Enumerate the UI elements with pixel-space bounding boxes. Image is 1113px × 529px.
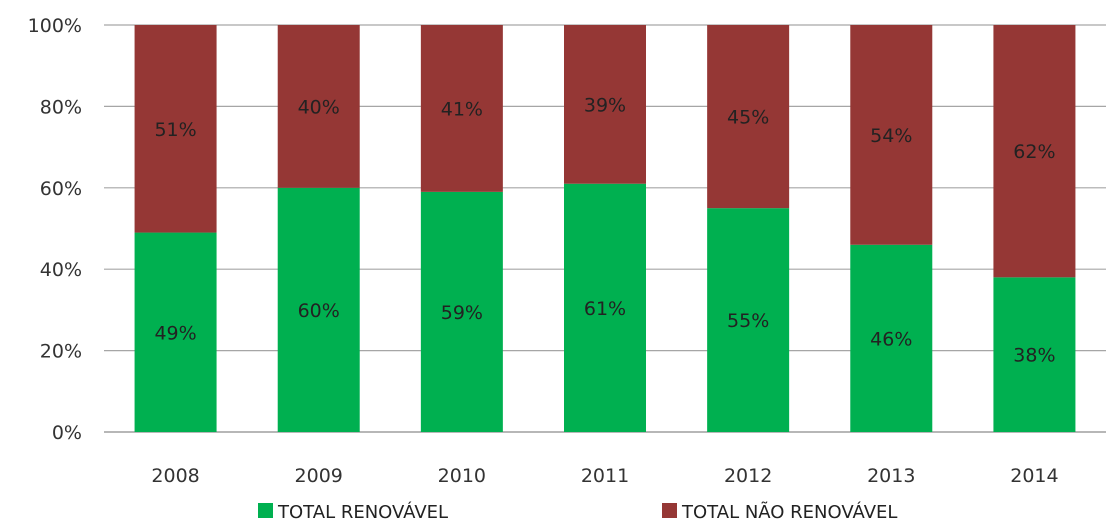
y-tick-label: 0% [52, 422, 82, 444]
x-tick-label: 2014 [1010, 465, 1058, 487]
bar-segment [420, 191, 503, 432]
y-tick-label: 80% [40, 96, 82, 118]
data-label: 61% [584, 298, 626, 320]
data-label: 59% [441, 302, 483, 324]
bar-segment [420, 25, 503, 192]
x-tick-label: 2010 [438, 465, 486, 487]
data-label: 46% [870, 328, 912, 350]
x-axis: 2008 2009 2010 2011 2012 2013 2014 [151, 465, 1058, 487]
data-label: 39% [584, 94, 626, 116]
bar-segment [993, 277, 1076, 432]
legend-label: TOTAL NÃO RENOVÁVEL [681, 501, 897, 523]
bar-segment [707, 25, 790, 209]
legend-label: TOTAL RENOVÁVEL [277, 501, 448, 523]
bar-segment [850, 25, 933, 245]
data-label: 49% [154, 322, 196, 344]
x-tick-label: 2009 [295, 465, 343, 487]
y-tick-label: 100% [28, 15, 82, 37]
bar-segment [707, 208, 790, 432]
data-label: 40% [298, 96, 340, 118]
data-label: 55% [727, 310, 769, 332]
data-label: 60% [298, 300, 340, 322]
legend: TOTAL RENOVÁVEL TOTAL NÃO RENOVÁVEL [258, 501, 897, 523]
bars: 49% 51% 60% 40% 59% 41% 61% 39% 55% 45% 46% 54% 38% 6… [134, 25, 1076, 432]
x-tick-label: 2012 [724, 465, 772, 487]
bar-segment [564, 25, 646, 184]
y-tick-label: 20% [40, 341, 82, 363]
data-label: 45% [727, 107, 769, 129]
bar-segment [850, 244, 933, 432]
bar-segment [277, 25, 360, 188]
x-tick-label: 2013 [867, 465, 915, 487]
bar-segment [134, 232, 217, 432]
legend-swatch [662, 503, 677, 518]
x-tick-label: 2011 [581, 465, 629, 487]
data-label: 62% [1013, 141, 1055, 163]
data-label: 41% [441, 98, 483, 120]
y-axis: 0% 20% 40% 60% 80% 100% [28, 15, 82, 444]
legend-swatch [258, 503, 273, 518]
data-label: 38% [1013, 345, 1055, 367]
bar-segment [564, 183, 646, 432]
y-tick-label: 60% [40, 178, 82, 200]
y-tick-label: 40% [40, 259, 82, 281]
bar-segment [993, 25, 1076, 278]
data-label: 54% [870, 125, 912, 147]
bar-segment [134, 25, 217, 233]
data-label: 51% [154, 119, 196, 141]
x-tick-label: 2008 [151, 465, 199, 487]
bar-segment [277, 187, 360, 432]
